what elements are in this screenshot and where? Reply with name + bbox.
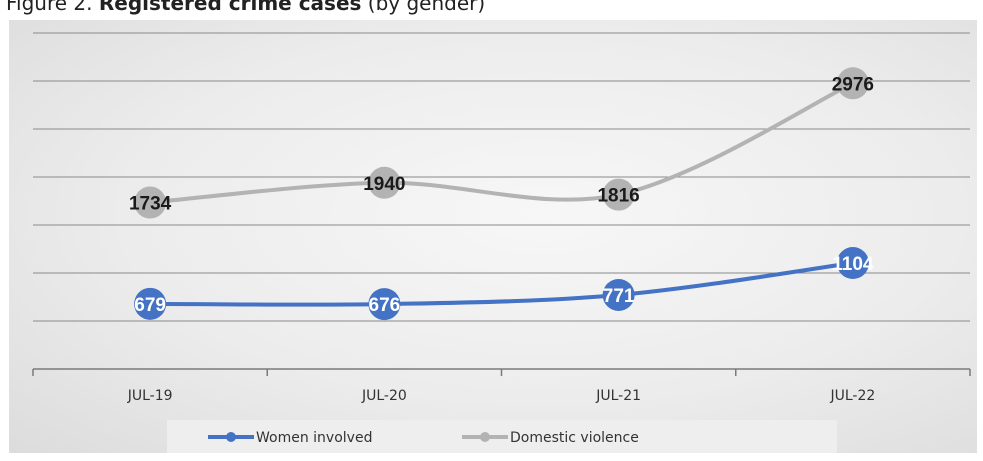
series-line-0 xyxy=(148,261,855,307)
data-point xyxy=(134,287,167,320)
data-label: 679 xyxy=(134,295,166,316)
data-point xyxy=(134,186,167,219)
data-point xyxy=(836,67,869,100)
x-tick-label: JUL-22 xyxy=(829,388,875,404)
data-label: 1104 xyxy=(832,254,874,275)
series-line-1 xyxy=(148,81,855,205)
chart-plot-area xyxy=(9,20,977,453)
legend-marker-0 xyxy=(226,432,236,442)
data-point xyxy=(368,166,401,199)
data-point xyxy=(836,247,869,280)
caption-title: Registered crime cases xyxy=(98,0,362,15)
x-tick-label: JUL-21 xyxy=(595,388,641,404)
data-point xyxy=(368,288,401,321)
data-label: 1816 xyxy=(597,186,639,207)
data-label: 2976 xyxy=(832,74,874,95)
x-tick-label: JUL-20 xyxy=(361,388,407,404)
data-label: 1734 xyxy=(129,194,172,215)
data-label: 1940 xyxy=(363,174,405,195)
x-tick-label: JUL-19 xyxy=(127,388,173,404)
data-point xyxy=(602,278,635,311)
caption-prefix: Figure 2. xyxy=(6,0,93,15)
data-point xyxy=(602,178,635,211)
figure-caption: Figure 2. Registered crime cases (by gen… xyxy=(6,0,485,15)
legend-label: Women involved xyxy=(256,430,372,446)
legend-marker-1 xyxy=(480,432,490,442)
caption-suffix: (by gender) xyxy=(367,0,486,15)
data-label: 771 xyxy=(603,286,635,307)
legend-label: Domestic violence xyxy=(510,430,639,446)
data-label: 676 xyxy=(369,295,401,316)
